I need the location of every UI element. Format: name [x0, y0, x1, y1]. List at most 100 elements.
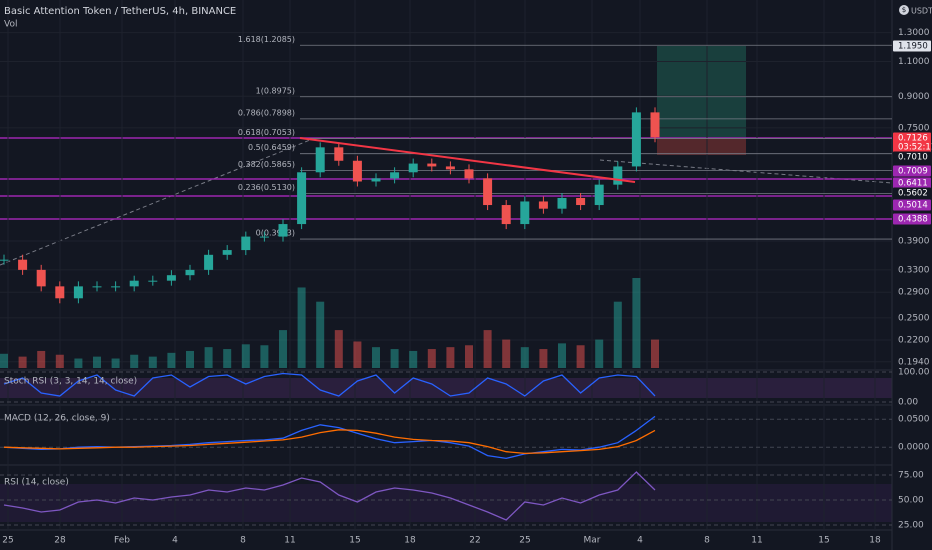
price-tag — [893, 141, 931, 153]
candle — [520, 201, 530, 225]
fib-label: 0.236(0.5130) — [238, 183, 295, 192]
candle — [408, 163, 418, 173]
price-axis-label: 0.2500 — [898, 313, 930, 323]
fib-label: 0.786(0.7898) — [238, 108, 295, 117]
candle — [73, 286, 83, 299]
date-axis-label: 4 — [172, 536, 178, 546]
date-axis-label: 8 — [704, 536, 710, 546]
volume-bar — [576, 345, 585, 368]
candle — [594, 184, 604, 206]
date-axis-label: 18 — [404, 536, 416, 546]
indicator-axis-label: 25.00 — [898, 521, 924, 531]
candle — [390, 172, 400, 179]
date-axis-label: 11 — [751, 536, 762, 546]
date-axis-label: 25 — [2, 536, 13, 546]
date-axis-label: 28 — [54, 536, 66, 546]
stoch-title: Stoch RSI (3, 3, 14, 14, close) — [4, 377, 137, 387]
volume-bar — [353, 341, 362, 368]
fib-label: 0.5(0.6459) — [248, 143, 295, 152]
price-axis-label: 0.9000 — [898, 92, 930, 102]
indicator-line — [3, 471, 656, 521]
volume-bar — [241, 344, 250, 368]
candle — [241, 236, 251, 251]
stoch-band — [0, 378, 892, 398]
fib-label: 0(0.3943) — [256, 229, 295, 238]
volume-bar — [0, 353, 8, 368]
price-tag-label: 0.5014 — [898, 201, 928, 211]
volume-bar — [74, 358, 83, 368]
candle — [259, 236, 269, 238]
candle — [352, 160, 362, 182]
volume-bar — [613, 301, 622, 368]
candle — [464, 169, 474, 179]
price-tag-label: 0.7010 — [898, 153, 928, 163]
price-tag — [893, 187, 931, 199]
volume-bar — [651, 339, 659, 368]
long-stop-zone — [657, 138, 746, 155]
volume-bar — [186, 350, 194, 368]
volume-bar — [93, 356, 101, 368]
volume-bar — [595, 339, 604, 368]
date-axis-label: 18 — [869, 536, 881, 546]
candle — [427, 163, 437, 167]
volume-bar — [520, 347, 529, 368]
volume-bar — [632, 278, 641, 368]
volume-bar — [427, 349, 436, 368]
price-axis-label: 1.1000 — [898, 57, 930, 67]
candle — [501, 205, 511, 225]
price-tag-label: 0.7009 — [898, 167, 928, 177]
price-tag-label: 03:52:11 — [898, 143, 932, 153]
volume-bar — [167, 352, 176, 368]
volume-bar — [446, 347, 455, 368]
price-tag — [893, 40, 931, 52]
candle — [0, 259, 9, 261]
candle — [148, 280, 158, 282]
currency-icon — [899, 5, 909, 15]
fib-label: 0.618(0.7053) — [238, 128, 295, 137]
indicator-axis-label: 50.00 — [898, 496, 924, 506]
rsi-band — [0, 484, 892, 522]
price-tag-label: 0.7126 — [898, 134, 928, 144]
fib-label: 1(0.8975) — [256, 86, 295, 95]
volume-label: Vol — [4, 20, 17, 30]
volume-bar — [148, 356, 157, 368]
candle — [315, 147, 325, 173]
date-axis-label: 4 — [637, 536, 643, 546]
candle — [92, 286, 102, 288]
price-axis-label: 0.2200 — [898, 336, 930, 346]
candle — [576, 197, 586, 206]
volume-bar — [334, 330, 343, 368]
candle — [445, 166, 455, 170]
price-axis-label: 0.1940 — [898, 357, 930, 367]
candle — [278, 224, 288, 237]
candle — [557, 197, 567, 209]
volume-bar — [558, 343, 566, 368]
candle — [55, 286, 65, 299]
trend-line — [299, 137, 636, 183]
volume-bar — [297, 287, 306, 368]
date-axis-label: 15 — [349, 536, 360, 546]
price-axis-label: 0.7500 — [898, 123, 930, 133]
macd-title: MACD (12, 26, close, 9) — [4, 414, 110, 424]
volume-bar — [111, 358, 120, 368]
indicator-axis-label: 0.00 — [898, 398, 918, 408]
date-axis-label: Feb — [114, 536, 130, 546]
candle — [36, 269, 46, 287]
volume-bar — [279, 330, 287, 368]
volume-bar — [483, 330, 492, 368]
fib-label: 0.382(0.5865) — [238, 160, 295, 169]
volume-bar — [316, 301, 325, 368]
price-tag — [893, 199, 931, 211]
candle — [650, 112, 660, 138]
candle — [18, 259, 28, 270]
indicator-axis-label: 0.0500 — [898, 415, 930, 425]
fib-label: 1.618(1.2085) — [238, 35, 295, 44]
volume-bar — [204, 347, 213, 368]
date-axis-label: Mar — [584, 536, 601, 546]
currency: USDT — [911, 7, 932, 16]
date-axis-label: 8 — [240, 536, 246, 546]
candle — [297, 172, 307, 225]
price-tag-label: 0.5602 — [898, 189, 928, 199]
